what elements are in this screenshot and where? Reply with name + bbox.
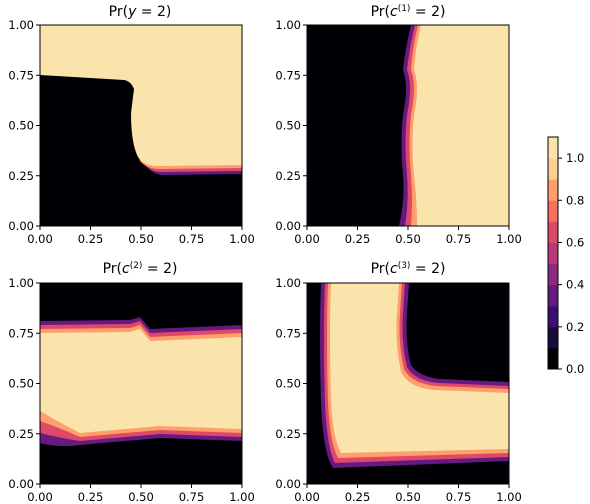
panel-2-xtick-label: 0.00 (294, 232, 320, 246)
panel-1-ytick-label: 0.50 (8, 119, 34, 133)
panel-3-ytick-label: 0.75 (8, 326, 34, 340)
colorbar-cell (548, 326, 558, 349)
panel-3: Pr(c(2) = 2) (39, 261, 243, 485)
panel-2-xtick-label: 1.00 (496, 232, 522, 246)
panel-2-ytick-label: 0.75 (275, 68, 301, 82)
colorbar-cell (548, 347, 558, 370)
panel-4-ytick-label: 0.25 (275, 427, 301, 441)
panel-4-heatmap (306, 282, 510, 485)
panel-4-xtick-label: 0.50 (395, 490, 421, 504)
panel-4-ytick-label: 0.50 (275, 377, 301, 391)
panel-4-ytick-label: 1.00 (275, 276, 301, 290)
panel-3-xtick-label: 0.25 (78, 490, 104, 504)
panel-2-ytick-label: 1.00 (275, 18, 301, 32)
panel-3-xtick-label: 0.00 (27, 490, 53, 504)
panel-3-region (40, 329, 242, 433)
colorbar-cell (548, 158, 558, 180)
panel-4-region (330, 283, 509, 453)
panel-2-region (412, 25, 509, 226)
panel-3-xtick-label: 1.00 (229, 490, 255, 504)
panel-4-xtick-label: 1.00 (496, 490, 522, 504)
panel-2: Pr(c(1) = 2) (306, 4, 510, 227)
panel-4: Pr(c(3) = 2) (306, 261, 510, 485)
panel-1-xtick-label: 0.75 (179, 232, 205, 246)
panel-4-ytick-label: 0.00 (275, 477, 301, 491)
panel-2-xtick-label: 0.75 (446, 232, 472, 246)
panel-3-title: Pr(c(2) = 2) (103, 261, 178, 277)
panel-1-title: Pr(y = 2) (109, 4, 172, 20)
colorbar-tick-label: 0.2 (566, 320, 584, 334)
colorbar-tick-label: 0.6 (566, 235, 584, 249)
panel-1: Pr(y = 2) (39, 4, 243, 227)
panel-3-xtick-label: 0.50 (128, 490, 154, 504)
panel-3-ytick-label: 0.00 (8, 477, 34, 491)
panel-3-ytick-label: 0.25 (8, 427, 34, 441)
colorbar-cell (548, 284, 558, 307)
panel-4-title: Pr(c(3) = 2) (371, 261, 446, 277)
panel-1-xtick-label: 0.00 (27, 232, 53, 246)
panel-3-heatmap (39, 282, 243, 485)
colorbar: 0.0 0.2 0.4 0.6 0.8 1.0 (547, 136, 584, 376)
panel-3-xtick-label: 0.75 (179, 490, 205, 504)
colorbar-tick-label: 0.0 (566, 362, 584, 376)
panel-2-title: Pr(c(1) = 2) (371, 4, 446, 20)
panel-1-xtick-label: 0.50 (128, 232, 154, 246)
panel-1-heatmap (39, 24, 243, 227)
panel-1-ytick-label: 0.00 (8, 219, 34, 233)
panel-3-ytick-label: 0.50 (8, 377, 34, 391)
panel-4-xtick-label: 0.25 (345, 490, 371, 504)
panel-1-xtick-label: 0.25 (78, 232, 104, 246)
panel-2-ytick-label: 0.25 (275, 169, 301, 183)
colorbar-cell (548, 242, 558, 265)
panel-1-xtick-label: 1.00 (229, 232, 255, 246)
colorbar-cell (548, 179, 558, 201)
panel-1-ytick-label: 0.25 (8, 169, 34, 183)
panel-2-heatmap (306, 24, 510, 227)
colorbar-tick-label: 1.0 (566, 151, 584, 165)
panel-4-xtick-label: 0.00 (294, 490, 320, 504)
panel-1-ytick-label: 1.00 (8, 18, 34, 32)
panel-4-xtick-label: 0.75 (446, 490, 472, 504)
panel-2-xtick-label: 0.25 (345, 232, 371, 246)
colorbar-tick-label: 0.8 (566, 193, 584, 207)
panel-4-ytick-label: 0.75 (275, 326, 301, 340)
colorbar-cell (548, 263, 558, 286)
panel-2-xtick-label: 0.50 (395, 232, 421, 246)
colorbar-frame (547, 136, 559, 370)
panel-2-ytick-label: 0.00 (275, 219, 301, 233)
panel-1-region (40, 25, 242, 166)
panel-1-ytick-label: 0.75 (8, 68, 34, 82)
colorbar-cell (548, 200, 558, 222)
colorbar-tick-label: 0.4 (566, 278, 584, 292)
colorbar-cell (548, 305, 558, 328)
colorbar-cell (548, 221, 558, 243)
panel-3-ytick-label: 1.00 (8, 276, 34, 290)
colorbar-cell (548, 137, 558, 159)
panel-2-ytick-label: 0.50 (275, 119, 301, 133)
